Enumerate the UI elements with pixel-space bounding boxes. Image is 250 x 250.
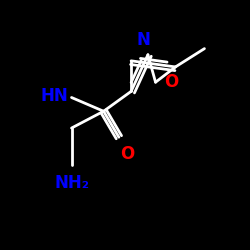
Text: O: O [120,145,135,163]
Text: HN: HN [41,87,68,105]
Text: O: O [164,73,178,91]
Text: NH₂: NH₂ [54,174,89,192]
Text: N: N [136,30,150,48]
